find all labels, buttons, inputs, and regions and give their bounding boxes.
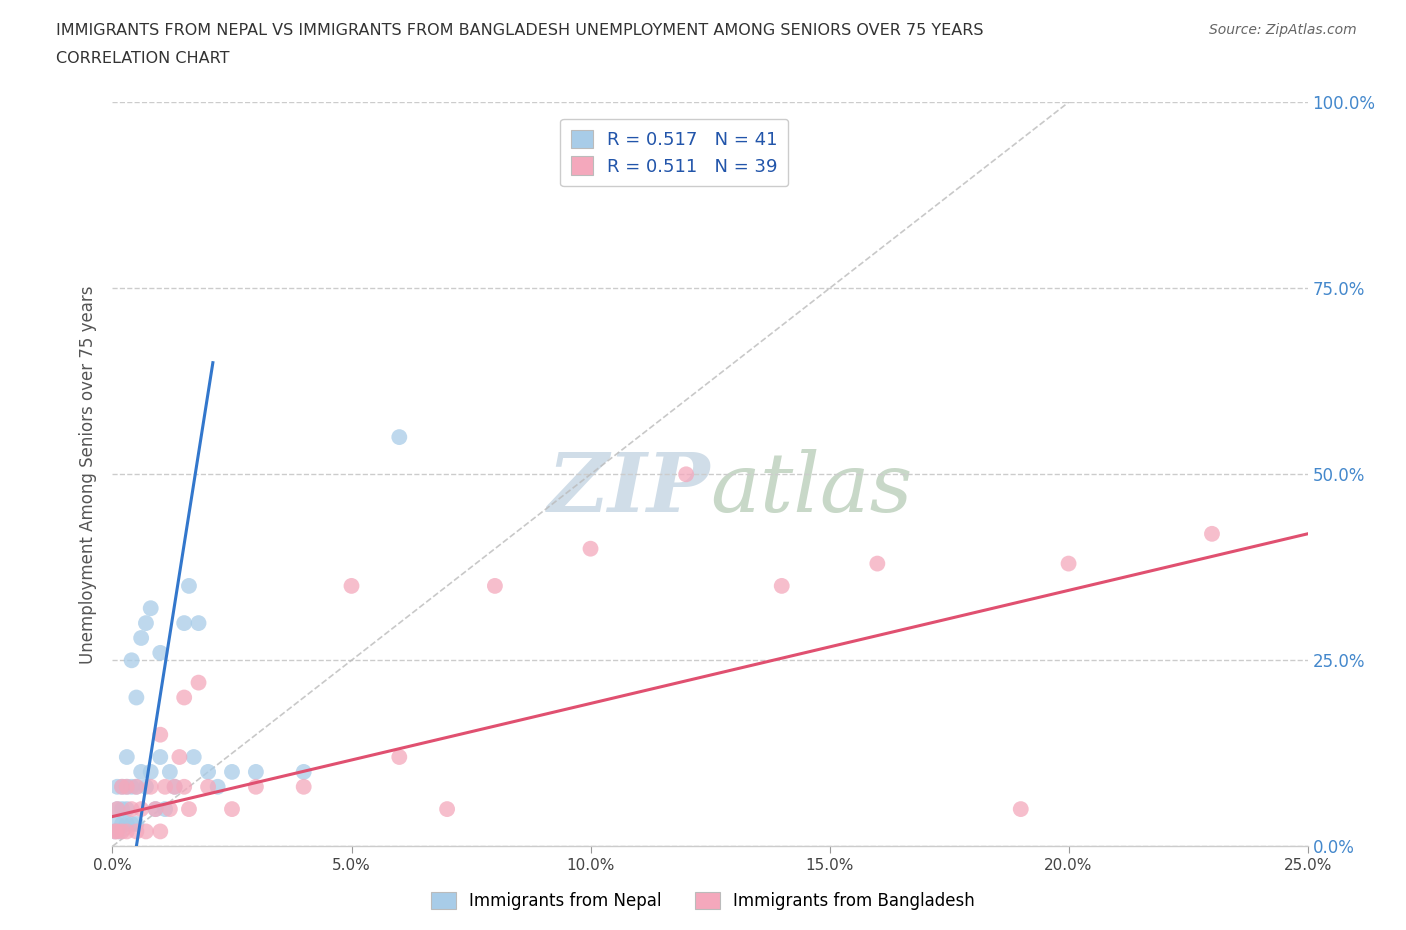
Point [163,779,186,794]
Point [105,802,128,817]
Point [173,616,195,631]
Point [108,824,131,839]
Point [149,727,172,742]
Point [579,541,602,556]
Point [111,802,134,817]
Point [292,764,315,779]
Point [388,750,411,764]
Text: CORRELATION CHART: CORRELATION CHART [56,51,229,66]
Point [292,779,315,794]
Point [153,802,176,817]
Point [111,779,134,794]
Point [675,467,697,482]
Point [1201,526,1223,541]
Point [115,824,138,839]
Point [125,817,148,831]
Point [173,690,195,705]
Point [105,824,128,839]
Point [121,802,143,817]
Point [105,817,128,831]
Point [436,802,458,817]
Point [770,578,793,593]
Point [121,817,143,831]
Text: IMMIGRANTS FROM NEPAL VS IMMIGRANTS FROM BANGLADESH UNEMPLOYMENT AMONG SENIORS O: IMMIGRANTS FROM NEPAL VS IMMIGRANTS FROM… [56,23,984,38]
Point [163,779,186,794]
Point [197,764,219,779]
Point [111,779,134,794]
Point [115,779,138,794]
Point [104,824,127,839]
Point [105,779,128,794]
Point [207,779,229,794]
Text: Source: ZipAtlas.com: Source: ZipAtlas.com [1209,23,1357,37]
Point [125,690,148,705]
Point [173,779,195,794]
Point [484,578,506,593]
Point [183,750,205,764]
Point [111,824,134,839]
Point [105,802,128,817]
Point [125,779,148,794]
Point [149,645,172,660]
Point [125,779,148,794]
Point [145,802,167,817]
Text: ZIP: ZIP [547,449,710,529]
Point [177,802,200,817]
Point [221,802,243,817]
Point [245,764,267,779]
Point [111,817,134,831]
Point [135,616,157,631]
Point [187,616,209,631]
Point [388,430,411,445]
Point [1057,556,1080,571]
Point [159,764,181,779]
Point [149,750,172,764]
Point [866,556,889,571]
Text: atlas: atlas [710,449,912,529]
Point [1010,802,1032,817]
Point [121,779,143,794]
Point [340,578,363,593]
Point [129,802,152,817]
Point [135,779,157,794]
Point [115,750,138,764]
Point [187,675,209,690]
Point [139,779,162,794]
Point [115,817,138,831]
Point [169,750,191,764]
Point [121,653,143,668]
Point [159,802,181,817]
Point [145,802,167,817]
Legend: R = 0.517   N = 41, R = 0.511   N = 39: R = 0.517 N = 41, R = 0.511 N = 39 [560,119,789,186]
Point [149,824,172,839]
Point [125,824,148,839]
Point [129,631,152,645]
Point [177,578,200,593]
Point [197,779,219,794]
Point [135,824,157,839]
Point [139,601,162,616]
Y-axis label: Unemployment Among Seniors over 75 years: Unemployment Among Seniors over 75 years [79,286,97,663]
Point [115,779,138,794]
Point [245,779,267,794]
Point [139,764,162,779]
Point [221,764,243,779]
Point [129,764,152,779]
Point [104,824,127,839]
Legend: Immigrants from Nepal, Immigrants from Bangladesh: Immigrants from Nepal, Immigrants from B… [425,885,981,917]
Point [153,779,176,794]
Point [115,802,138,817]
